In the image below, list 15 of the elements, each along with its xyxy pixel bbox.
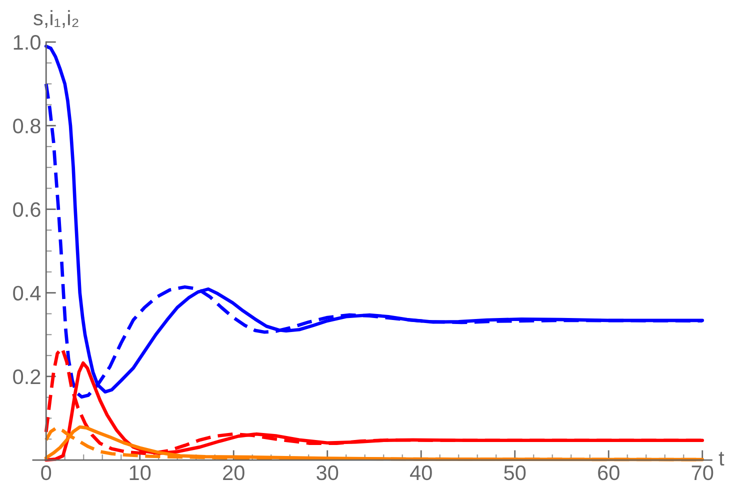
y-axis-title: s,i₁,i₂ [34,10,78,28]
x-tick-label: 20 [223,465,244,480]
x-tick-label: 10 [130,465,151,480]
x-tick-label: 70 [692,465,714,480]
x-tick-label: 30 [316,465,338,480]
x-axis-title: t [718,452,724,466]
y-tick-label: 0.2 [13,369,40,384]
x-tick-label: 60 [598,465,620,480]
y-tick-label: 1.0 [14,35,40,50]
x-tick-label: 40 [410,465,432,480]
y-tick-label: 0.8 [13,118,40,134]
x-tick-label: 50 [504,465,526,480]
x-tick-label: 0 [41,465,52,480]
y-tick-label: 0.6 [13,202,40,217]
y-tick-label: 0.4 [13,286,41,301]
